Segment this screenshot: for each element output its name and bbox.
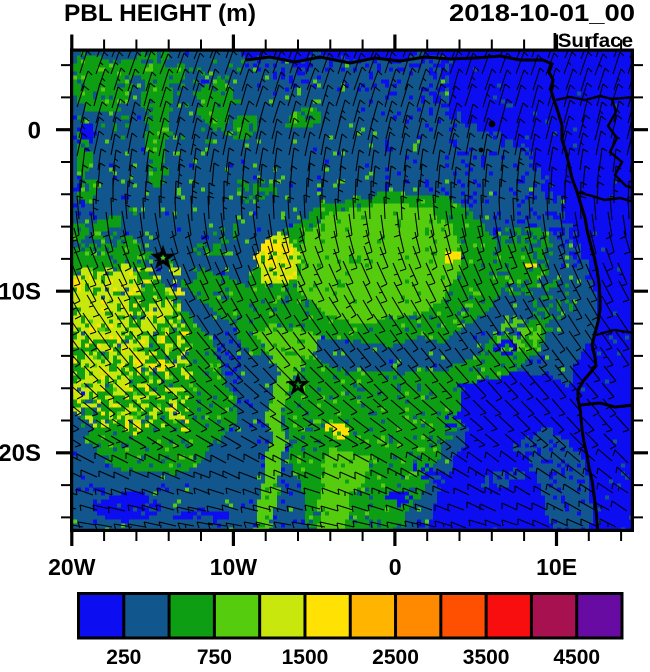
svg-text:1500: 1500 bbox=[282, 646, 329, 667]
svg-text:0: 0 bbox=[389, 554, 402, 580]
svg-text:20W: 20W bbox=[48, 554, 96, 580]
svg-text:2018-10-01_00: 2018-10-01_00 bbox=[449, 0, 635, 27]
svg-text:10E: 10E bbox=[536, 554, 577, 580]
svg-text:3500: 3500 bbox=[463, 646, 510, 667]
svg-text:750: 750 bbox=[197, 646, 232, 667]
svg-text:|Surface: |Surface bbox=[552, 31, 633, 52]
svg-text:250: 250 bbox=[106, 646, 141, 667]
svg-text:20S: 20S bbox=[0, 440, 41, 467]
svg-text:PBL HEIGHT (m): PBL HEIGHT (m) bbox=[64, 0, 256, 27]
svg-text:10S: 10S bbox=[0, 279, 41, 306]
svg-text:10W: 10W bbox=[210, 554, 258, 580]
svg-text:2500: 2500 bbox=[372, 646, 419, 667]
svg-text:0: 0 bbox=[28, 118, 41, 145]
svg-text:4500: 4500 bbox=[553, 646, 600, 667]
